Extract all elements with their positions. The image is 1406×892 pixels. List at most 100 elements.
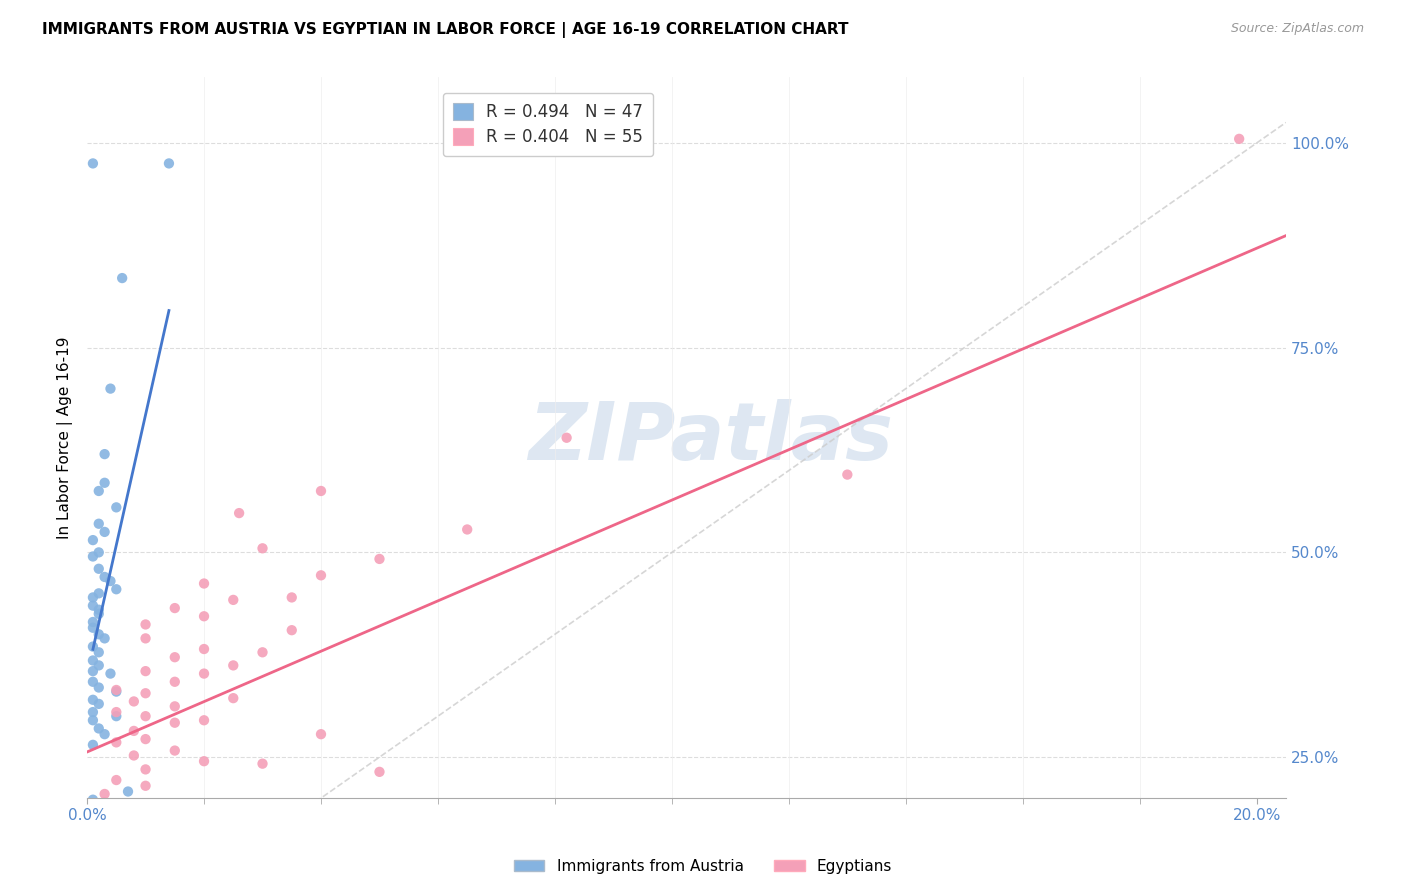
Legend: Immigrants from Austria, Egyptians: Immigrants from Austria, Egyptians — [508, 853, 898, 880]
Point — [93, 475, 115, 490]
Text: IMMIGRANTS FROM AUSTRIA VS EGYPTIAN IN LABOR FORCE | AGE 16-19 CORRELATION CHART: IMMIGRANTS FROM AUSTRIA VS EGYPTIAN IN L… — [42, 22, 849, 38]
Point — [87, 586, 110, 600]
Point — [105, 772, 128, 787]
Point — [193, 642, 215, 657]
Point — [82, 156, 104, 170]
Point — [602, 814, 624, 828]
Point — [1227, 132, 1250, 146]
Point — [122, 847, 145, 861]
Point — [82, 705, 104, 719]
Point — [93, 447, 115, 461]
Point — [82, 653, 104, 667]
Point — [82, 793, 104, 807]
Point — [93, 570, 115, 584]
Text: ZIPatlas: ZIPatlas — [529, 399, 893, 476]
Point — [82, 713, 104, 727]
Point — [122, 694, 145, 708]
Point — [87, 603, 110, 617]
Point — [93, 787, 115, 801]
Point — [163, 830, 186, 845]
Point — [163, 650, 186, 665]
Point — [100, 574, 122, 588]
Point — [82, 664, 104, 678]
Point — [93, 727, 115, 741]
Point — [252, 645, 274, 659]
Point — [135, 709, 157, 723]
Point — [87, 803, 110, 817]
Point — [111, 271, 134, 285]
Point — [93, 838, 115, 853]
Point — [135, 732, 157, 747]
Point — [135, 779, 157, 793]
Point — [135, 664, 157, 678]
Point — [87, 697, 110, 711]
Point — [309, 483, 332, 498]
Point — [398, 822, 420, 837]
Point — [82, 615, 104, 629]
Point — [87, 607, 110, 621]
Point — [309, 568, 332, 582]
Point — [135, 763, 157, 777]
Point — [82, 599, 104, 613]
Point — [87, 722, 110, 736]
Point — [163, 743, 186, 757]
Point — [87, 681, 110, 695]
Point — [837, 467, 859, 482]
Point — [93, 632, 115, 646]
Point — [163, 699, 186, 714]
Point — [105, 735, 128, 749]
Point — [135, 686, 157, 700]
Point — [82, 693, 104, 707]
Point — [222, 805, 245, 820]
Point — [163, 674, 186, 689]
Point — [105, 582, 128, 597]
Point — [93, 820, 115, 834]
Point — [309, 727, 332, 741]
Point — [222, 691, 245, 706]
Point — [105, 709, 128, 723]
Point — [82, 621, 104, 635]
Point — [252, 756, 274, 771]
Point — [193, 666, 215, 681]
Point — [368, 764, 391, 779]
Point — [87, 645, 110, 659]
Point — [82, 674, 104, 689]
Point — [82, 591, 104, 605]
Legend: R = 0.494   N = 47, R = 0.404   N = 55: R = 0.494 N = 47, R = 0.404 N = 55 — [443, 93, 654, 156]
Point — [105, 684, 128, 698]
Point — [135, 617, 157, 632]
Point — [122, 723, 145, 738]
Point — [193, 754, 215, 768]
Point — [82, 640, 104, 654]
Point — [100, 382, 122, 396]
Y-axis label: In Labor Force | Age 16-19: In Labor Force | Age 16-19 — [58, 336, 73, 539]
Point — [105, 500, 128, 515]
Point — [87, 658, 110, 673]
Point — [193, 609, 215, 624]
Point — [163, 601, 186, 615]
Point — [105, 705, 128, 719]
Point — [122, 797, 145, 812]
Point — [222, 658, 245, 673]
Text: Source: ZipAtlas.com: Source: ZipAtlas.com — [1230, 22, 1364, 36]
Point — [82, 533, 104, 548]
Point — [281, 623, 304, 637]
Point — [222, 593, 245, 607]
Point — [122, 748, 145, 763]
Point — [163, 715, 186, 730]
Point — [555, 431, 578, 445]
Point — [117, 784, 139, 798]
Point — [82, 738, 104, 752]
Point — [87, 562, 110, 576]
Point — [87, 545, 110, 559]
Point — [93, 524, 115, 539]
Point — [87, 627, 110, 641]
Point — [309, 814, 332, 828]
Point — [93, 795, 115, 809]
Point — [87, 483, 110, 498]
Point — [100, 666, 122, 681]
Point — [135, 632, 157, 646]
Point — [87, 516, 110, 531]
Point — [252, 541, 274, 556]
Point — [281, 591, 304, 605]
